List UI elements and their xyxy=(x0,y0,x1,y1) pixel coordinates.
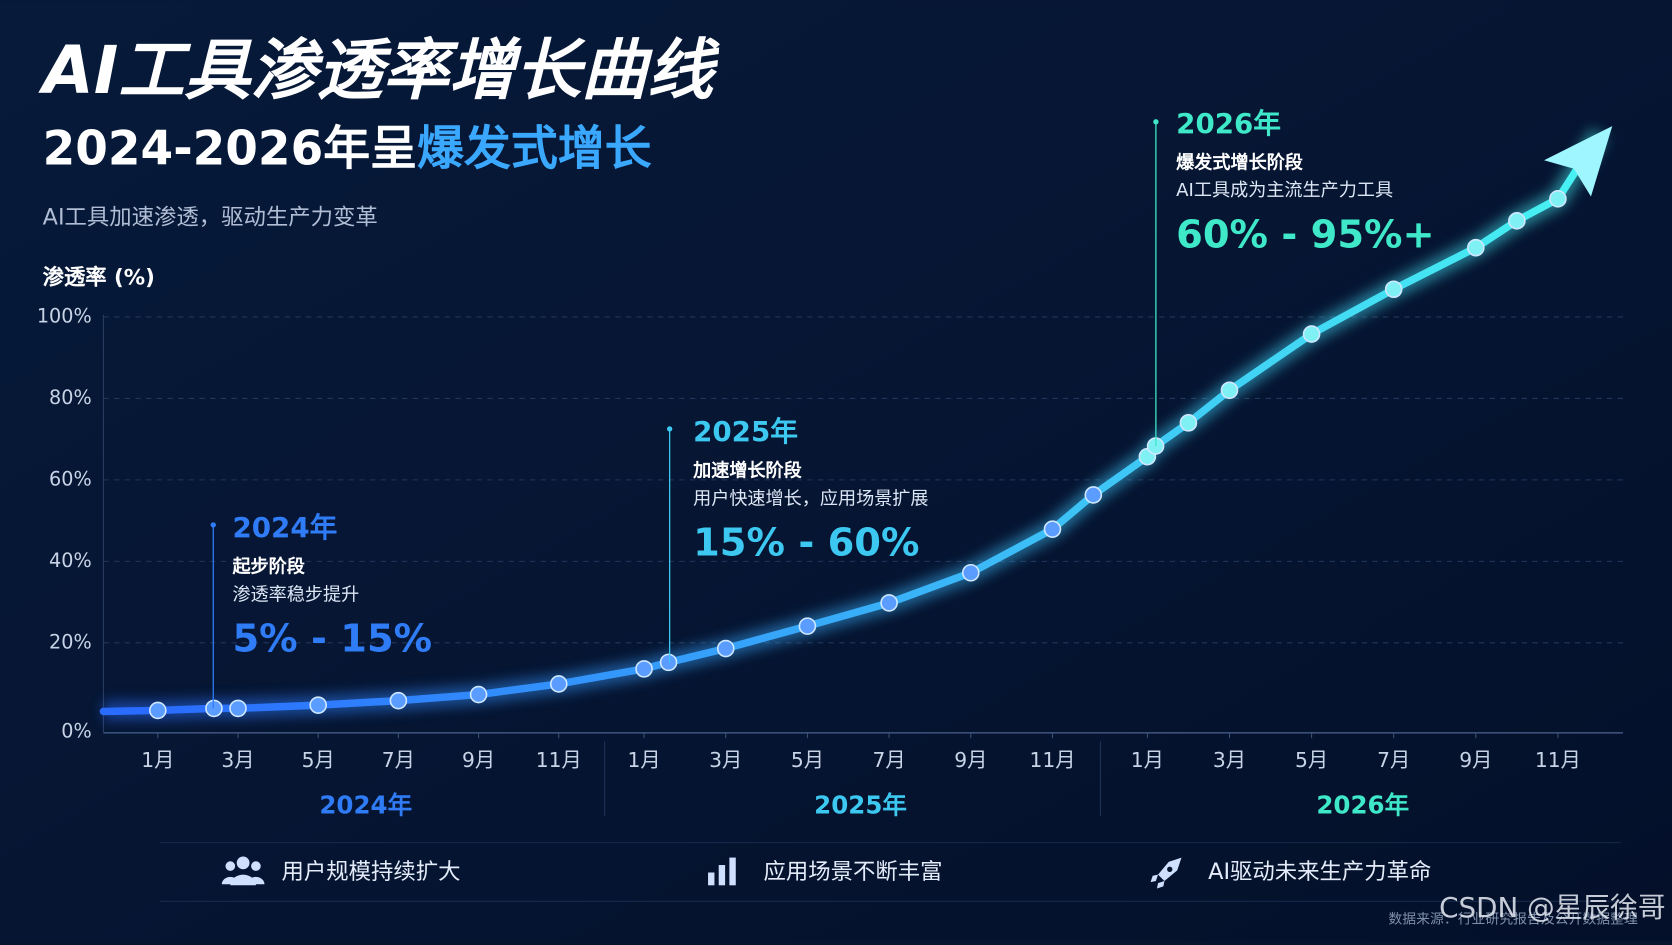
annotation-pin-head xyxy=(666,426,673,432)
annotation-year: 2026年 xyxy=(1176,107,1281,140)
annotation-year: 2025年 xyxy=(693,415,798,448)
year-label: 2025年 xyxy=(814,790,907,819)
y-axis-label: 渗透率 (%) xyxy=(43,265,155,291)
y-tick-label: 80% xyxy=(49,386,92,409)
footer-item: AI驱动未来生产力革命 xyxy=(1208,859,1431,885)
icon-rocket xyxy=(1150,857,1182,889)
subtitle-highlight: 爆发式增长 xyxy=(417,121,652,176)
x-tick-label: 5月 xyxy=(1295,748,1328,772)
data-point xyxy=(1466,238,1485,257)
subtitle-part: 2024-2026年呈 xyxy=(43,121,417,176)
x-tick-label: 5月 xyxy=(791,748,824,772)
x-tick-label: 9月 xyxy=(1459,748,1492,772)
data-point xyxy=(1508,212,1526,230)
data-point xyxy=(1549,190,1567,208)
x-tick-label: 11月 xyxy=(536,748,582,772)
data-point xyxy=(389,691,408,710)
annotation-range: 5% - 15% xyxy=(232,617,432,662)
x-tick-label: 1月 xyxy=(627,748,660,772)
x-tick-label: 1月 xyxy=(1131,748,1164,772)
y-tick-label: 20% xyxy=(49,630,92,653)
icon-users xyxy=(221,856,265,886)
data-point xyxy=(1084,486,1103,504)
x-tick-label: 3月 xyxy=(221,748,254,772)
x-tick-label: 9月 xyxy=(462,748,495,772)
data-point xyxy=(469,685,488,704)
x-tick-label: 3月 xyxy=(1213,748,1246,772)
x-tick-label: 11月 xyxy=(1029,748,1075,772)
x-tick-label: 7月 xyxy=(382,748,415,772)
annotation-desc: AI工具成为主流生产力工具 xyxy=(1176,180,1393,201)
annotation-pin-head xyxy=(210,522,216,528)
data-point xyxy=(716,639,735,658)
x-tick-label: 7月 xyxy=(1377,748,1410,772)
data-point xyxy=(229,699,247,718)
x-tick-label: 11月 xyxy=(1535,748,1581,772)
data-point xyxy=(880,594,898,612)
data-point xyxy=(659,653,678,672)
footer-item: 应用场景不断丰富 xyxy=(763,859,942,885)
title: AI工具渗透率增长曲线 xyxy=(38,32,721,109)
y-tick-label: 0% xyxy=(61,719,91,742)
data-point xyxy=(1220,381,1239,400)
annotation-range: 15% - 60% xyxy=(693,521,919,566)
y-tick-label: 60% xyxy=(49,467,92,490)
annotation-range: 60% - 95%+ xyxy=(1176,212,1435,257)
y-tick-label: 40% xyxy=(49,549,92,572)
y-tick-label: 100% xyxy=(37,304,92,327)
arrow-head xyxy=(1544,126,1613,197)
data-point xyxy=(549,675,568,693)
annotation-stage: 起步阶段 xyxy=(231,556,305,578)
data-point xyxy=(635,660,653,678)
year-label: 2024年 xyxy=(319,790,412,819)
icon-bars xyxy=(708,857,736,886)
annotation-desc: 用户快速增长，应用场景扩展 xyxy=(693,488,928,509)
x-tick-label: 3月 xyxy=(709,748,742,772)
line xyxy=(154,195,1562,715)
data-point xyxy=(798,617,817,635)
data-point xyxy=(1302,325,1321,343)
year-label: 2026年 xyxy=(1316,790,1409,819)
annotation-desc: 渗透率稳步提升 xyxy=(232,584,359,605)
x-tick-label: 9月 xyxy=(954,748,987,772)
data-point xyxy=(1179,414,1198,432)
x-tick-label: 1月 xyxy=(141,748,174,772)
data-point xyxy=(961,563,980,582)
data-point xyxy=(149,701,167,720)
annotation-stage: 爆发式增长阶段 xyxy=(1176,151,1304,173)
data-point xyxy=(1043,520,1062,538)
source-note: 数据来源：行业研究报告及公开数据整理 xyxy=(1388,911,1638,927)
description: AI工具加速渗透，驱动生产力变革 xyxy=(43,204,378,230)
x-tick-label: 5月 xyxy=(302,748,335,772)
annotation-stage: 加速增长阶段 xyxy=(692,460,803,482)
footer-item: 用户规模持续扩大 xyxy=(282,859,461,885)
data-point xyxy=(1384,280,1403,299)
data-point xyxy=(205,699,223,718)
data-point xyxy=(309,696,327,714)
annotation-pin-head xyxy=(1153,119,1159,125)
subtitle: 2024-2026年呈爆发式增长 xyxy=(43,121,652,176)
annotation-year: 2024年 xyxy=(232,511,337,544)
x-tick-label: 7月 xyxy=(873,748,906,772)
line-lead xyxy=(99,706,162,716)
watermark: CSDN @星辰徐哥 xyxy=(1439,891,1665,924)
